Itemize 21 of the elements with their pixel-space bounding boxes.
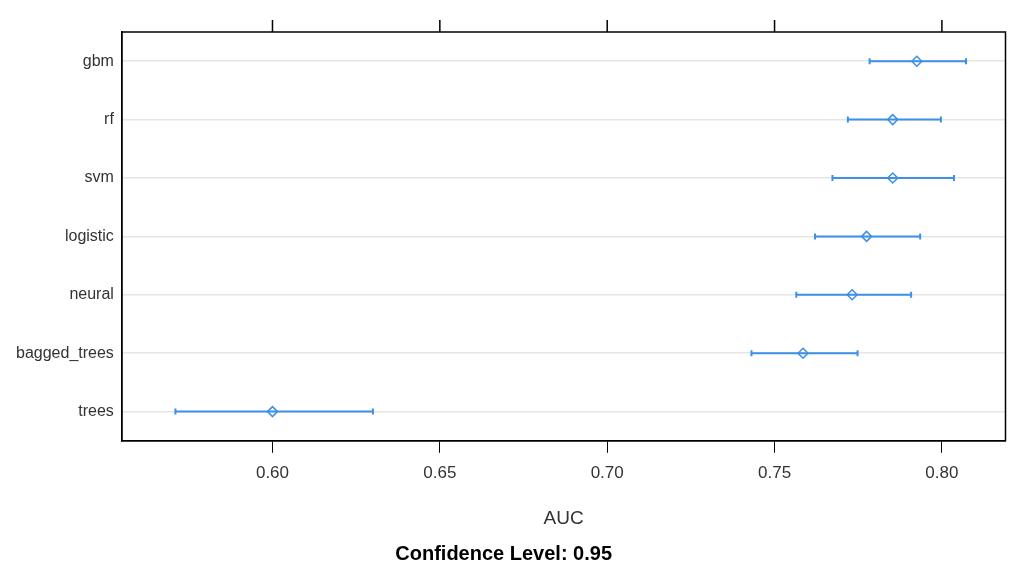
y-tick-label: logistic [64,226,114,244]
point [797,347,809,359]
y-tick-label: neural [69,285,114,303]
point [911,55,923,67]
y-tick-label: svm [84,168,114,186]
y-tick-label: bagged_trees [16,343,114,362]
x-tick-label: 0.75 [758,462,792,482]
text: Confidence Level: 0.95 [395,542,613,564]
point [886,113,899,126]
x-tick-label: 0.65 [423,462,457,482]
y-tick-label: gbm [82,51,114,69]
point [886,172,899,184]
point [846,289,858,301]
point [860,230,873,243]
point [266,405,279,418]
x-tick-label: 0.80 [925,462,959,482]
x-axis-title: AUC [543,506,584,528]
x-tick-label: 0.70 [590,462,624,482]
y-tick-label: trees [78,402,114,420]
x-tick-label: 0.60 [255,462,290,482]
y-tick-label: rf [104,110,115,128]
